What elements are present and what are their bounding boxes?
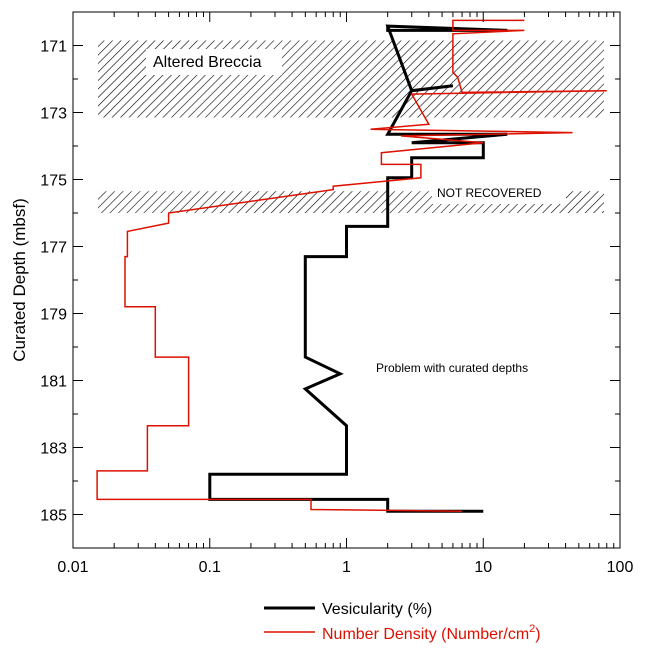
y-tick-label: 171 (40, 39, 67, 56)
y-tick-label: 175 (40, 173, 67, 190)
y-tick-label: 183 (40, 441, 67, 458)
legend-label-number-density: Number Density (Number/cm2) (322, 623, 541, 643)
y-tick-label: 181 (40, 374, 67, 391)
legend-label-vesicularity: Vesicularity (%) (322, 601, 432, 618)
curated-depth-annotation: Problem with curated depths (376, 361, 528, 375)
x-tick-label: 10 (474, 559, 492, 576)
breccia-label: Altered Breccia (153, 54, 262, 71)
y-tick-label: 173 (40, 106, 67, 123)
x-tick-label: 0.01 (57, 559, 88, 576)
x-tick-label: 0.1 (199, 559, 221, 576)
breccia-label-bg (146, 49, 282, 75)
legend-number-density-text: Number Density (Number/cm (322, 626, 529, 643)
series-layer (96, 19, 607, 513)
y-tick-label: 179 (40, 307, 67, 324)
x-tick-label: 100 (607, 559, 634, 576)
axis-ticks: 0.01 0.1 1 10 100 171 173 175 177 179 181 183 185 (40, 11, 634, 576)
not-recovered-label: NOT RECOVERED (437, 186, 542, 200)
legend-number-density-superscript: 2 (529, 623, 535, 635)
shaded-intervals (98, 40, 604, 213)
y-tick-label: 177 (40, 240, 67, 257)
series-line-0 (208, 24, 508, 513)
legend-number-density-suffix: ) (535, 626, 540, 643)
x-tick-label: 1 (342, 559, 351, 576)
not-recovered-label-bg (432, 182, 566, 204)
y-tick-label: 185 (40, 508, 67, 525)
series-line-1 (96, 19, 607, 512)
y-axis-title: Curated Depth (mbsf) (10, 198, 29, 361)
legend: Vesicularity (%) Number Density (Number/… (264, 601, 541, 643)
